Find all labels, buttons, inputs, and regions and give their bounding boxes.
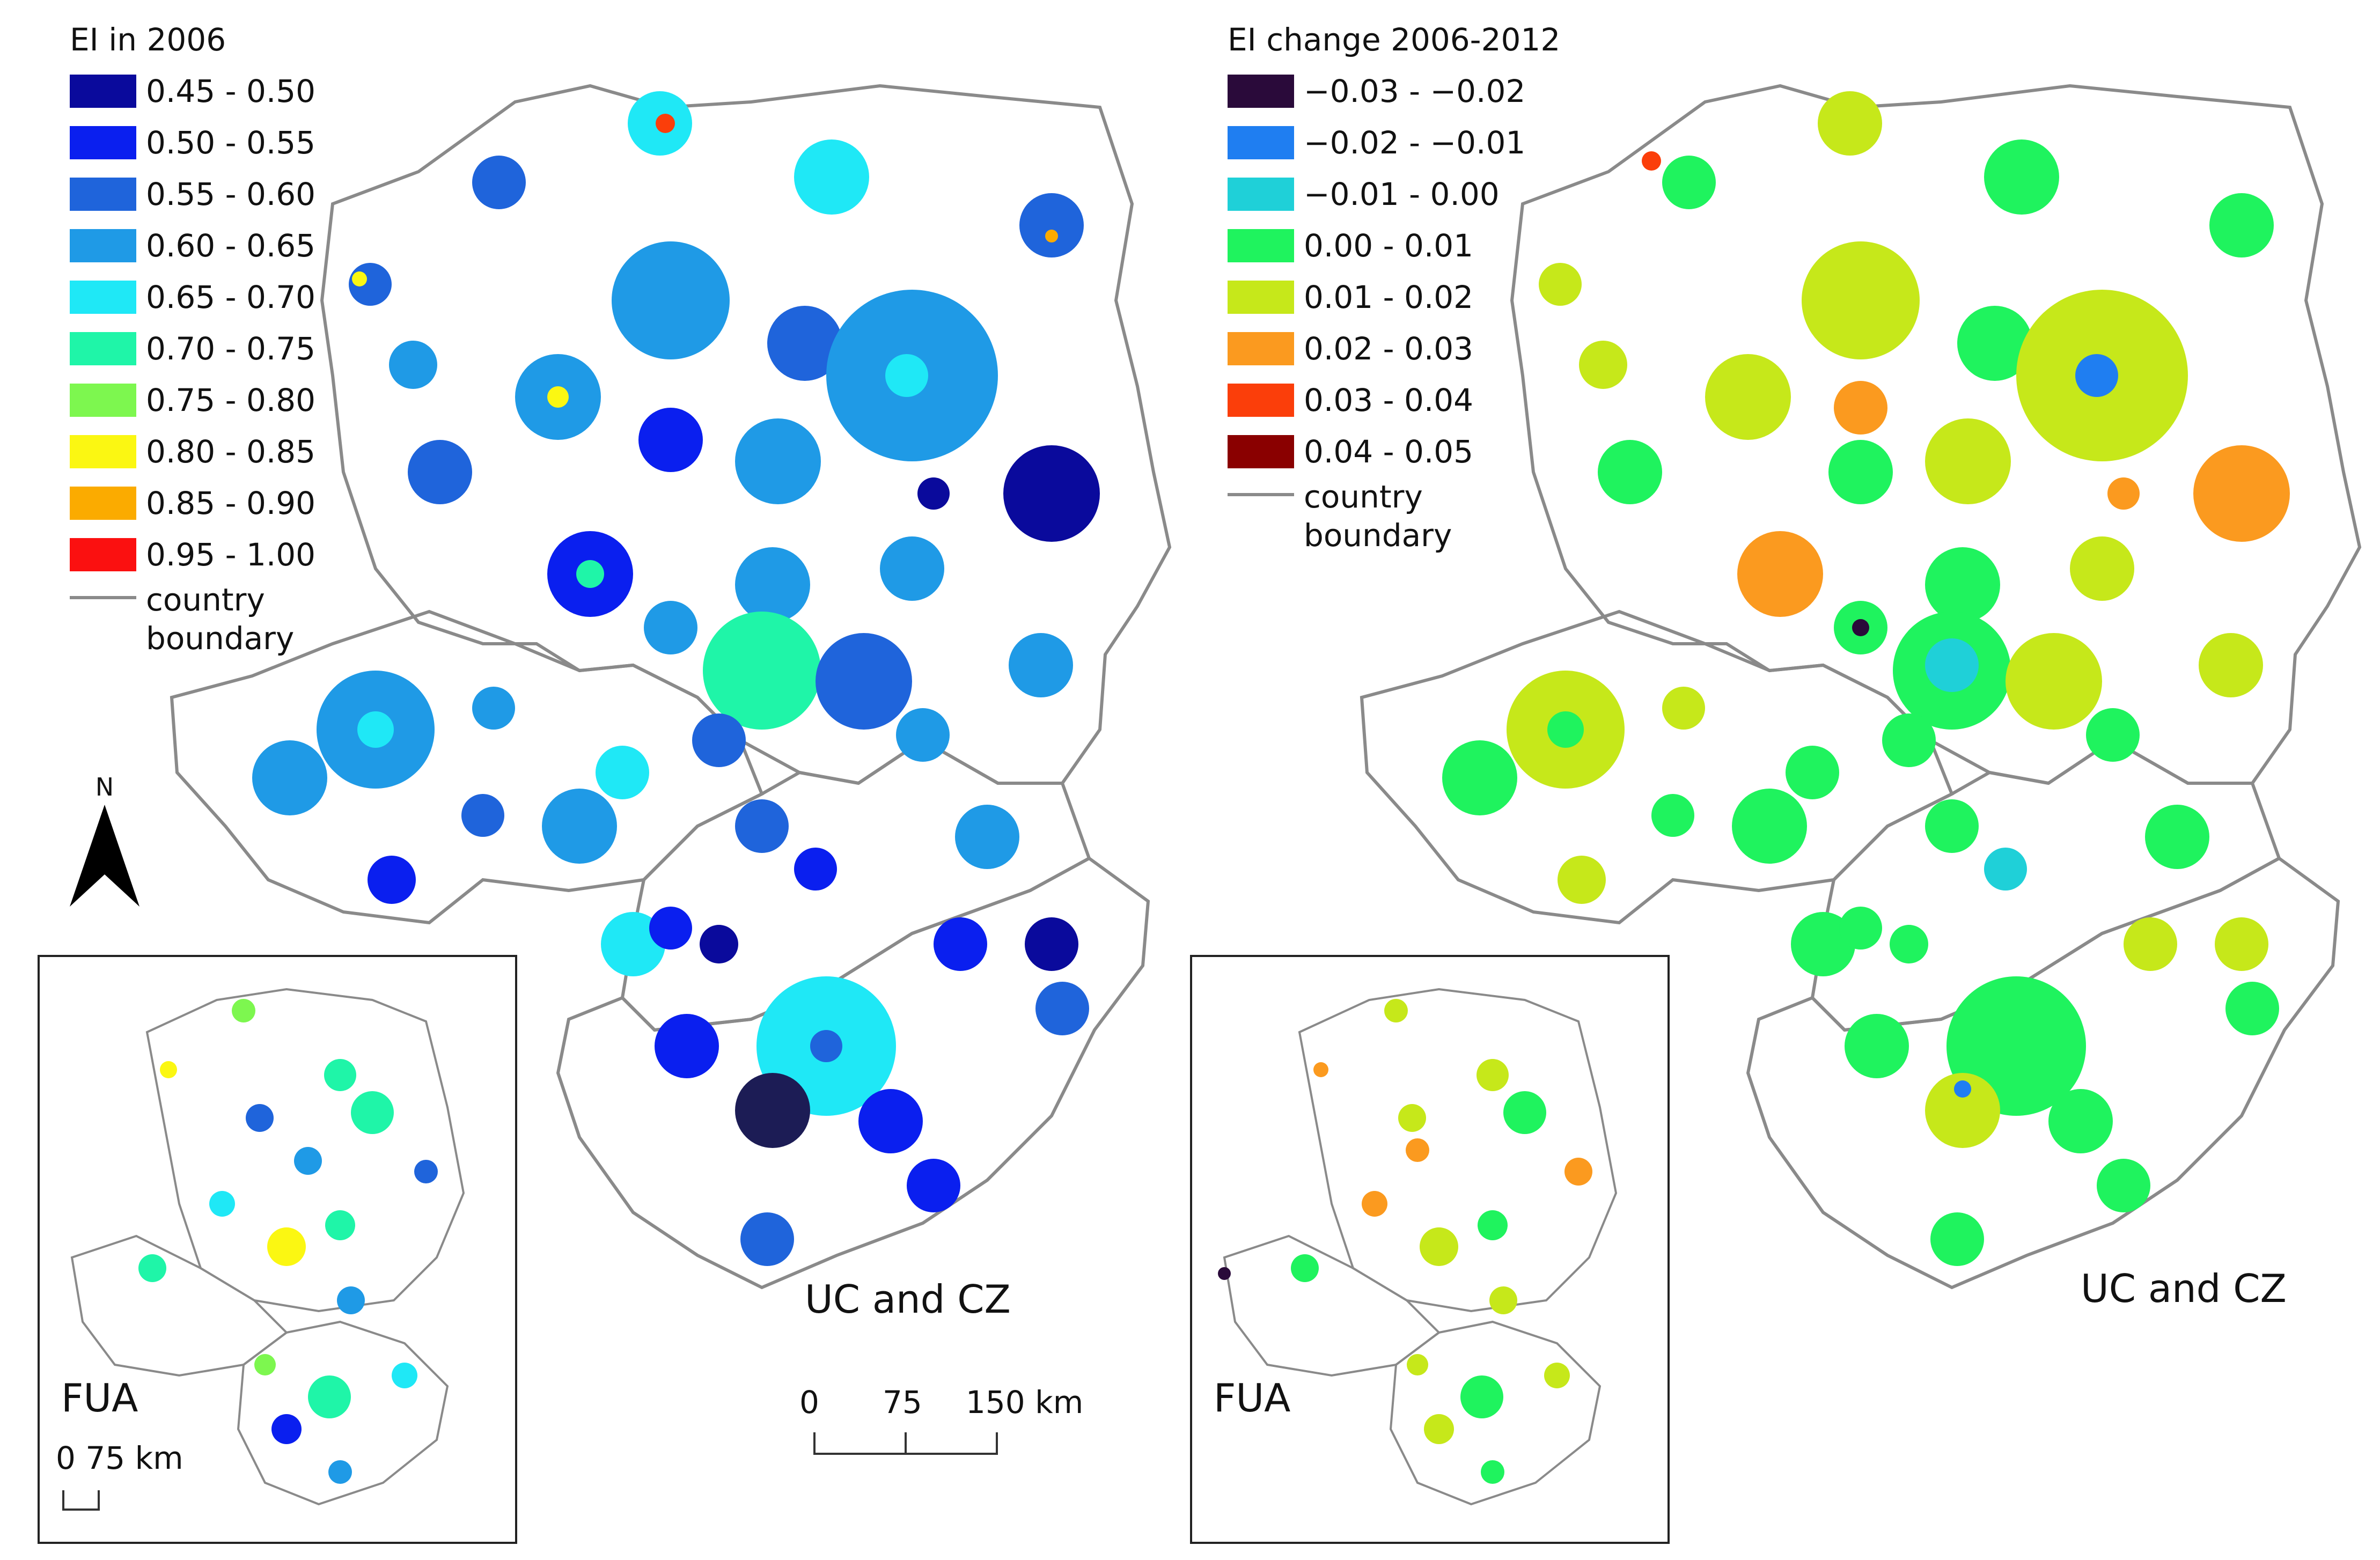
boundary-hungary: [556, 856, 1150, 1290]
legend-label: 0.75 - 0.80: [146, 382, 316, 418]
inset-fua: FUA 0 75 km: [38, 955, 517, 1544]
inset-label: FUA: [1214, 1375, 1291, 1421]
inset-label: FUA: [61, 1375, 138, 1421]
legend-item: −0.02 - −0.01: [1228, 117, 1560, 168]
legend-item: 0.50 - 0.55: [70, 117, 315, 168]
legend-label: 0.02 - 0.03: [1304, 330, 1474, 367]
legend-label: 0.70 - 0.75: [146, 330, 316, 367]
legend-swatch: [70, 487, 136, 520]
legend-label: 0.80 - 0.85: [146, 433, 316, 470]
north-arrow-icon: N: [64, 772, 145, 907]
inset-scale-label: 0 75 km: [56, 1440, 183, 1476]
legend-item: 0.70 - 0.75: [70, 323, 315, 374]
legend-label: 0.00 - 0.01: [1304, 227, 1474, 264]
legend-swatch: [70, 281, 136, 314]
legend-swatch: [70, 178, 136, 211]
legend-title: EI change 2006-2012: [1228, 21, 1561, 58]
legend-swatch: [1228, 435, 1294, 468]
legend-swatch: [1228, 126, 1294, 159]
legend-label: 0.60 - 0.65: [146, 227, 316, 264]
legend-label: 0.65 - 0.70: [146, 279, 316, 315]
legend-swatch: [70, 384, 136, 417]
legend-ei-2006: EI in 2006 0.45 - 0.50 0.50 - 0.55 0.55 …: [70, 21, 315, 661]
map-title: UC and CZ: [2081, 1266, 2287, 1311]
legend-item: 0.75 - 0.80: [70, 374, 315, 426]
scale-bar-shape: [813, 1432, 998, 1455]
map-title: UC and CZ: [805, 1277, 1011, 1322]
boundary-label: country boundary: [146, 582, 295, 657]
legend-item: 0.45 - 0.50: [70, 65, 315, 117]
legend-item: 0.60 - 0.65: [70, 220, 315, 271]
scale-bar: 0 75 150 km: [799, 1384, 1083, 1465]
country-boundaries: [1360, 84, 2362, 1290]
legend-ei-change: EI change 2006-2012 −0.03 - −0.02 −0.02 …: [1228, 21, 1560, 558]
legend-swatch: [1228, 281, 1294, 314]
urban-core-patches: [1442, 91, 2290, 1266]
boundary-label: country boundary: [1304, 479, 1452, 554]
boundary-line-swatch: [70, 580, 136, 614]
legend-swatch: [70, 538, 136, 571]
inset-map: [1218, 988, 1618, 1506]
legend-swatch: [1228, 384, 1294, 417]
legend-item: 0.80 - 0.85: [70, 426, 315, 477]
legend-label: −0.01 - 0.00: [1304, 176, 1500, 212]
legend-swatch: [70, 229, 136, 262]
inset-fua: FUA: [1190, 955, 1670, 1544]
legend-item: 0.03 - 0.04: [1228, 374, 1560, 426]
legend-item: −0.01 - 0.00: [1228, 168, 1560, 220]
legend-item: 0.95 - 1.00: [70, 529, 315, 580]
map-ei-change: [1360, 84, 2362, 1290]
scale-label-0: 0: [799, 1384, 819, 1421]
legend-label: 0.04 - 0.05: [1304, 433, 1474, 470]
inset-scale-bar: [62, 1490, 100, 1511]
urban-core-patches: [252, 91, 1100, 1266]
boundary-hungary: [1746, 856, 2340, 1290]
panel-ei-change: EI change 2006-2012 −0.03 - −0.02 −0.02 …: [1190, 0, 2380, 1560]
legend-item: 0.01 - 0.02: [1228, 271, 1560, 323]
legend-item-boundary: country boundary: [1228, 477, 1560, 558]
legend-item: 0.55 - 0.60: [70, 168, 315, 220]
boundary-poland: [1510, 84, 2362, 785]
scale-label-75: 75: [883, 1384, 922, 1421]
legend-label: −0.03 - −0.02: [1304, 73, 1526, 109]
scale-label-150: 150 km: [966, 1384, 1084, 1421]
panel-ei-2006: EI in 2006 0.45 - 0.50 0.50 - 0.55 0.55 …: [38, 21, 1172, 1544]
inset-map: [70, 988, 465, 1506]
legend-item: −0.03 - −0.02: [1228, 65, 1560, 117]
north-label: N: [95, 772, 114, 801]
boundary-line-swatch: [1228, 477, 1294, 511]
legend-swatch: [1228, 75, 1294, 108]
legend-swatch: [70, 435, 136, 468]
legend-label: 0.03 - 0.04: [1304, 382, 1474, 418]
legend-swatch: [70, 75, 136, 108]
legend-swatch: [70, 332, 136, 365]
legend-swatch: [1228, 178, 1294, 211]
legend-label: 0.85 - 0.90: [146, 485, 316, 521]
legend-swatch: [1228, 229, 1294, 262]
legend-label: 0.50 - 0.55: [146, 124, 316, 161]
legend-item-boundary: country boundary: [70, 580, 315, 661]
legend-label: 0.45 - 0.50: [146, 73, 316, 109]
legend-item: 0.85 - 0.90: [70, 477, 315, 529]
legend-label: −0.02 - −0.01: [1304, 124, 1526, 161]
legend-item: 0.65 - 0.70: [70, 271, 315, 323]
legend-swatch: [1228, 332, 1294, 365]
legend-label: 0.55 - 0.60: [146, 176, 316, 212]
legend-swatch: [70, 126, 136, 159]
boundary-poland: [320, 84, 1172, 785]
legend-item: 0.00 - 0.01: [1228, 220, 1560, 271]
map-ei-2006: [170, 84, 1172, 1290]
legend-label: 0.95 - 1.00: [146, 536, 316, 573]
legend-item: 0.02 - 0.03: [1228, 323, 1560, 374]
legend-item: 0.04 - 0.05: [1228, 426, 1560, 477]
north-arrow-shape: [70, 805, 139, 907]
legend-label: 0.01 - 0.02: [1304, 279, 1474, 315]
legend-title: EI in 2006: [70, 21, 226, 58]
country-boundaries: [170, 84, 1172, 1290]
